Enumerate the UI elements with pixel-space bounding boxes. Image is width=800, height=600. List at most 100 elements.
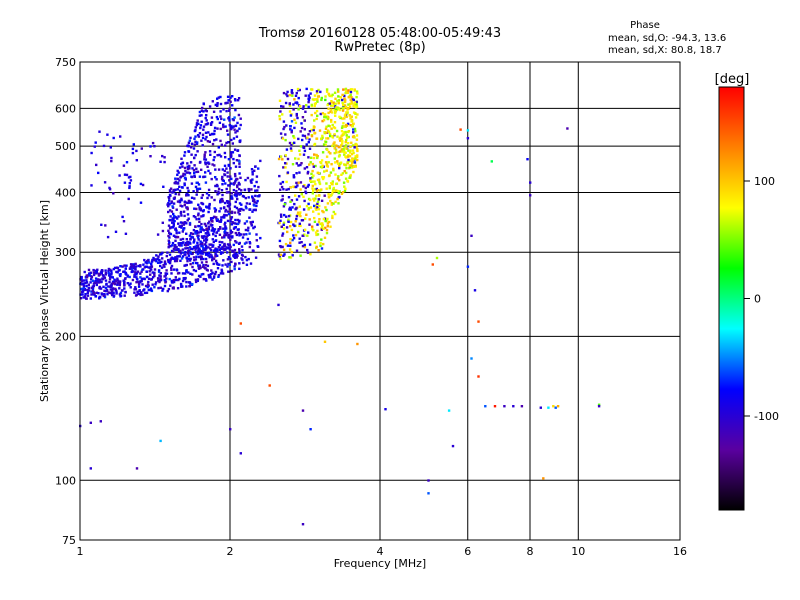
data-point xyxy=(123,280,126,284)
data-point xyxy=(193,197,196,200)
data-point xyxy=(221,168,224,171)
data-point xyxy=(289,220,293,224)
data-point xyxy=(341,117,344,120)
data-point xyxy=(223,213,226,217)
data-point xyxy=(208,275,212,278)
data-point xyxy=(279,110,282,113)
data-point xyxy=(204,116,207,120)
data-point xyxy=(356,149,359,153)
data-point xyxy=(132,263,135,266)
data-point xyxy=(132,143,135,146)
data-point xyxy=(281,180,285,184)
data-point xyxy=(198,187,202,190)
data-point xyxy=(308,138,311,141)
data-point xyxy=(189,257,192,261)
data-points xyxy=(79,87,601,526)
data-point xyxy=(286,171,290,174)
data-point xyxy=(335,144,338,147)
data-point xyxy=(182,210,186,213)
data-point xyxy=(312,165,315,168)
data-point xyxy=(197,274,201,278)
data-point xyxy=(345,138,348,142)
data-point xyxy=(354,156,357,160)
data-point xyxy=(174,182,178,185)
data-point xyxy=(281,113,284,116)
data-point xyxy=(213,129,216,133)
data-point xyxy=(197,244,200,247)
data-point xyxy=(325,155,329,158)
data-point xyxy=(303,228,307,231)
data-point xyxy=(287,196,291,199)
data-point xyxy=(285,148,289,151)
data-point xyxy=(206,264,210,268)
data-point xyxy=(219,110,222,113)
data-point xyxy=(109,146,112,149)
data-point xyxy=(195,142,199,145)
data-point xyxy=(90,184,93,187)
data-point xyxy=(324,140,328,144)
data-point xyxy=(194,230,197,233)
data-point xyxy=(151,283,154,286)
data-point xyxy=(176,177,179,181)
data-point xyxy=(208,204,211,207)
data-point xyxy=(170,279,173,283)
data-point xyxy=(236,177,239,181)
data-point xyxy=(333,151,336,155)
data-point xyxy=(213,249,216,252)
data-point xyxy=(319,241,322,245)
data-point xyxy=(223,173,226,176)
data-point xyxy=(230,182,233,185)
data-point xyxy=(137,285,141,288)
data-point xyxy=(352,165,356,168)
data-point xyxy=(331,144,334,148)
data-point xyxy=(327,161,330,164)
data-point xyxy=(282,188,285,191)
data-point xyxy=(169,284,172,287)
data-point xyxy=(211,238,214,241)
data-point xyxy=(204,161,207,164)
data-point xyxy=(314,183,317,186)
data-point xyxy=(224,248,227,251)
data-point xyxy=(213,126,217,130)
data-point xyxy=(204,181,208,184)
data-point xyxy=(226,265,229,268)
data-point xyxy=(197,183,201,186)
data-point xyxy=(111,276,114,279)
data-point xyxy=(295,172,298,175)
data-point xyxy=(301,234,304,237)
data-point xyxy=(257,195,261,198)
data-point xyxy=(329,152,332,155)
data-point xyxy=(231,104,234,107)
data-point xyxy=(225,233,228,237)
data-point xyxy=(333,91,337,94)
data-point xyxy=(336,162,340,165)
data-point xyxy=(220,143,223,146)
data-point xyxy=(115,270,118,274)
data-point xyxy=(251,195,254,198)
data-point xyxy=(311,184,314,188)
data-point xyxy=(290,120,294,123)
data-point xyxy=(240,245,244,248)
data-point xyxy=(160,252,163,256)
data-point xyxy=(297,230,300,234)
data-point xyxy=(338,166,341,170)
data-point xyxy=(189,262,192,266)
data-point xyxy=(183,166,187,170)
x-tick-label: 4 xyxy=(377,545,384,558)
data-point xyxy=(159,275,162,278)
data-point xyxy=(229,96,232,99)
data-point xyxy=(466,137,470,140)
data-point xyxy=(128,186,131,190)
data-point xyxy=(146,259,150,262)
data-point xyxy=(301,219,305,222)
data-point xyxy=(290,250,293,254)
data-point xyxy=(195,261,198,265)
data-point xyxy=(167,201,170,205)
data-point xyxy=(199,242,202,246)
data-point xyxy=(160,266,164,269)
data-point xyxy=(180,157,183,160)
data-point xyxy=(192,246,196,249)
data-point xyxy=(343,189,347,193)
data-point xyxy=(356,113,359,116)
data-point xyxy=(176,257,179,261)
